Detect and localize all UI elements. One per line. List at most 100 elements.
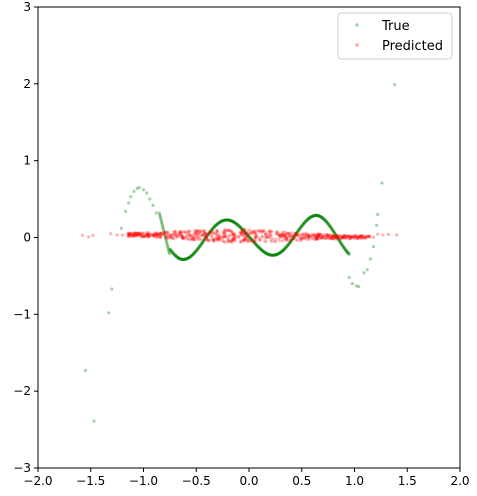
predicted-point (126, 231, 130, 235)
predicted-point (242, 238, 246, 243)
true-point (333, 232, 337, 236)
predicted-point (223, 229, 227, 233)
true-point (289, 238, 294, 242)
predicted-point (244, 232, 248, 236)
true-point (246, 234, 251, 238)
true-point (137, 185, 141, 190)
predicted-point (361, 234, 365, 238)
true-point (160, 221, 164, 225)
predicted-point (155, 236, 159, 240)
predicted-point (199, 234, 203, 238)
predicted-point (355, 236, 359, 241)
true-point (392, 83, 397, 87)
predicted-point (269, 238, 274, 242)
predicted-point (291, 236, 296, 240)
predicted-point (155, 233, 159, 237)
predicted-point (286, 238, 290, 242)
true-point (186, 256, 191, 260)
predicted-point (292, 236, 296, 240)
y-tick-label: −1 (13, 307, 31, 321)
predicted-point (130, 232, 134, 236)
predicted-point (178, 229, 182, 234)
predicted-point (142, 234, 146, 238)
predicted-point (243, 232, 247, 236)
predicted-point (189, 237, 193, 242)
predicted-point (222, 240, 226, 244)
predicted-point (192, 237, 196, 242)
predicted-point (137, 232, 141, 236)
true-point (277, 251, 281, 255)
true-point (207, 231, 211, 235)
predicted-point (263, 239, 267, 243)
true-point (208, 230, 212, 235)
predicted-point (353, 234, 357, 238)
predicted-point (246, 239, 250, 243)
predicted-point (293, 231, 297, 236)
predicted-point (243, 227, 247, 232)
predicted-point (206, 239, 210, 243)
predicted-point (233, 238, 237, 242)
true-point (181, 257, 185, 262)
true-point (231, 220, 235, 224)
true-point (302, 221, 306, 225)
true-point (368, 257, 372, 261)
y-tick-label: 0 (23, 231, 31, 245)
predicted-point (294, 232, 298, 237)
true-point (341, 244, 345, 248)
predicted-point (332, 234, 336, 238)
true-point (262, 250, 267, 254)
predicted-point (246, 229, 250, 233)
predicted-point (152, 233, 157, 237)
predicted-point (307, 233, 311, 237)
true-point (293, 234, 297, 238)
true-point (267, 252, 271, 257)
true-point (239, 226, 244, 231)
true-point (274, 252, 279, 257)
predicted-point (321, 234, 325, 238)
predicted-point (268, 232, 272, 236)
true-point (161, 224, 165, 228)
predicted-point (331, 234, 336, 238)
true-point (316, 214, 321, 218)
true-point (280, 249, 284, 254)
predicted-point (180, 236, 184, 240)
predicted-point (332, 237, 336, 241)
predicted-point (298, 236, 302, 240)
true-point (123, 209, 128, 213)
true-point (168, 247, 172, 251)
y-tick-label: 3 (23, 0, 31, 14)
true-point (256, 245, 260, 249)
predicted-point (315, 233, 319, 237)
true-point (290, 237, 294, 241)
predicted-point (211, 238, 216, 242)
true-point (331, 228, 335, 232)
predicted-point (341, 236, 345, 240)
true-point (171, 251, 175, 255)
true-point (325, 221, 329, 225)
true-point (312, 213, 317, 218)
true-point (174, 254, 178, 258)
predicted-point (310, 234, 314, 238)
predicted-point (168, 233, 172, 237)
predicted-point (239, 233, 244, 237)
predicted-point (192, 232, 196, 236)
true-point (266, 252, 270, 256)
true-point (277, 251, 282, 255)
true-point (237, 224, 241, 228)
true-point (303, 220, 307, 225)
true-point (282, 247, 286, 251)
predicted-point (313, 237, 318, 242)
true-point (273, 253, 277, 257)
predicted-point (348, 236, 352, 241)
predicted-point (169, 234, 173, 238)
predicted-point (243, 238, 247, 242)
predicted-point (319, 232, 323, 237)
predicted-point (204, 234, 208, 238)
predicted-point (355, 235, 359, 239)
predicted-point (307, 234, 311, 238)
predicted-point (185, 234, 189, 238)
true-point (170, 250, 175, 255)
predicted-point (348, 234, 353, 239)
true-point (186, 256, 190, 260)
predicted-point (148, 234, 152, 238)
